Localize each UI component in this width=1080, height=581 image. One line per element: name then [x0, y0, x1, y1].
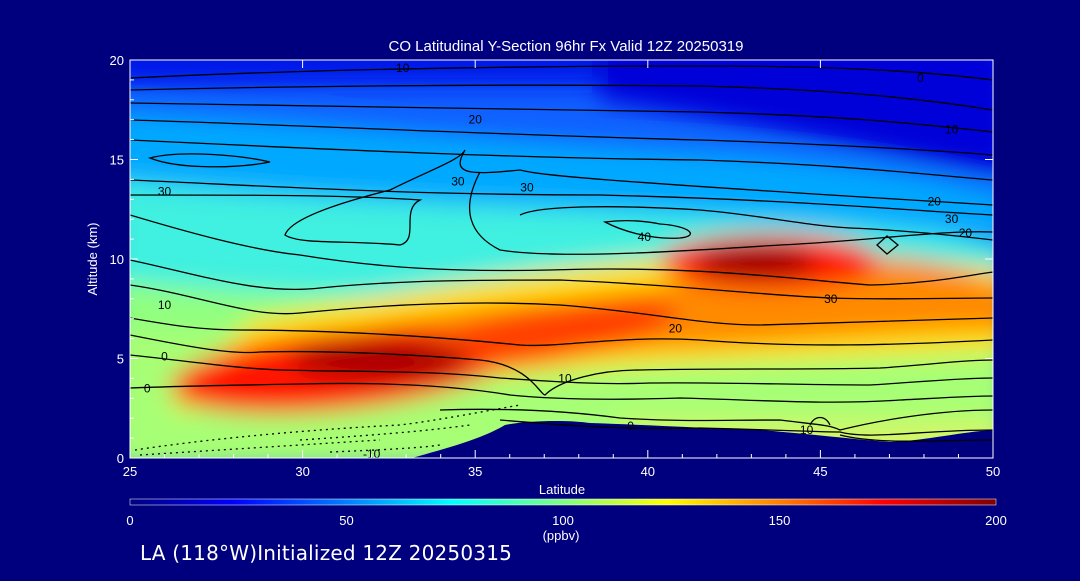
- x-tick-label: 50: [986, 464, 1000, 479]
- contour-label: 20: [669, 322, 683, 336]
- contour-label: 10: [945, 123, 959, 137]
- chart-title: CO Latitudinal Y-Section 96hr Fx Valid 1…: [389, 38, 744, 55]
- contour-label: 10: [396, 61, 410, 75]
- colorbar-tick-label: 100: [552, 513, 574, 528]
- colorbar-tick-label: 150: [769, 513, 791, 528]
- footer-initialization-text: LA (118°W)Initialized 12Z 20250315: [140, 541, 513, 565]
- x-tick-label: 30: [295, 464, 309, 479]
- contour-label: 20: [928, 194, 942, 208]
- x-tick-label: 45: [813, 464, 827, 479]
- contour-label: 0: [161, 350, 168, 364]
- contour-label: 30: [520, 180, 534, 194]
- contour-label: 30: [451, 174, 465, 188]
- contour-label: 20: [469, 113, 483, 127]
- x-tick-label: 35: [468, 464, 482, 479]
- x-tick-label: 25: [123, 464, 137, 479]
- contour-label: 10: [800, 423, 814, 437]
- contour-label: 0: [917, 71, 924, 85]
- x-tick-label: 40: [641, 464, 655, 479]
- contour-label: 10: [158, 298, 172, 312]
- contour-label: 40: [638, 230, 652, 244]
- y-tick-label: 15: [110, 153, 124, 168]
- y-axis: 0 5 10 15 20: [110, 53, 993, 466]
- colorbar-tick-label: 50: [339, 513, 353, 528]
- colorbar-ticks: 0 50 100 150 200: [126, 513, 1006, 528]
- y-tick-label: 10: [110, 252, 124, 267]
- contour-label: 0: [627, 419, 634, 433]
- x-axis: 25 30 35 40 45 50: [123, 60, 1000, 479]
- colorbar-unit: (ppbv): [543, 528, 580, 543]
- contour-label: 30: [824, 292, 838, 306]
- colorbar-tick-label: 0: [126, 513, 133, 528]
- contour-label: 30: [945, 212, 959, 226]
- y-tick-label: 5: [117, 352, 124, 367]
- colorbar: [129, 498, 997, 506]
- colorbar-tick-label: 200: [985, 513, 1007, 528]
- contour-label: 30: [158, 184, 172, 198]
- contour-lines: [130, 65, 993, 456]
- co-concentration-field: [130, 60, 993, 458]
- contour-label: 10: [558, 371, 572, 385]
- y-tick-label: 0: [117, 451, 124, 466]
- y-axis-label: Altitude (km): [85, 223, 100, 296]
- y-tick-label: 20: [110, 53, 124, 68]
- contour-label: 20: [959, 226, 973, 240]
- x-axis-label: Latitude: [539, 482, 585, 497]
- contour-label: 0: [144, 381, 151, 395]
